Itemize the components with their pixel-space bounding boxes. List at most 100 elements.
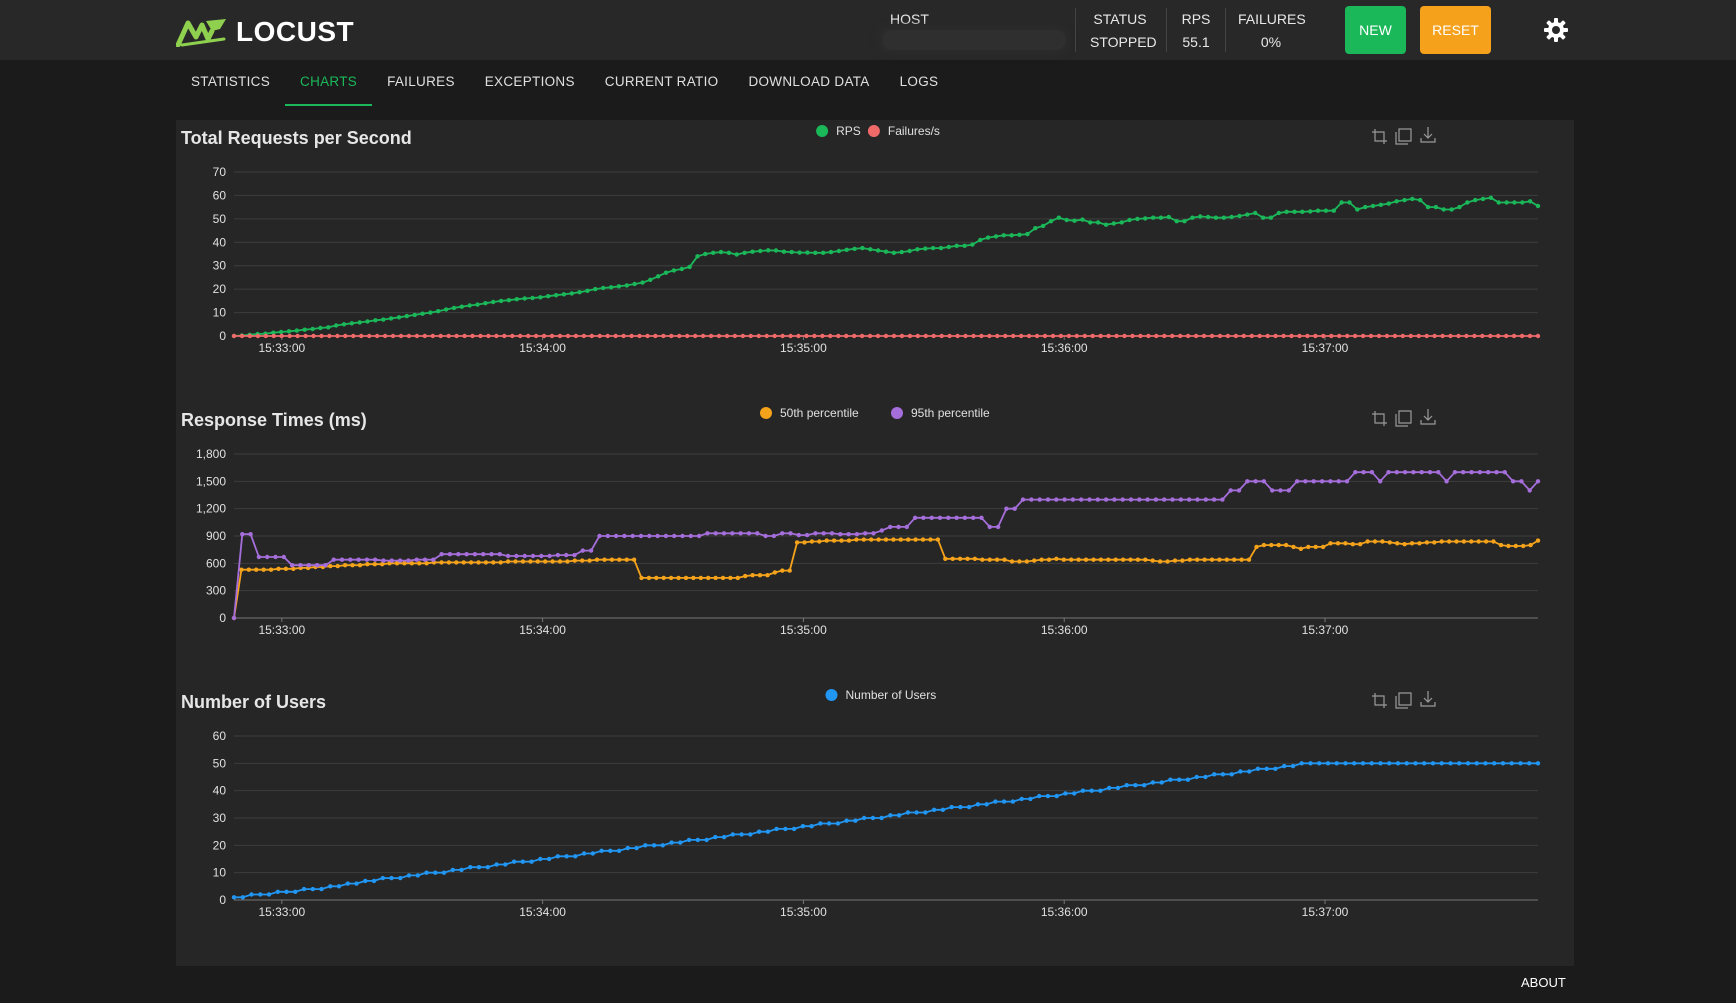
data-point-failures-s (669, 333, 674, 339)
data-point-50th-percentile (1335, 541, 1341, 546)
data-point-95th-percentile (672, 533, 677, 539)
x-tick-label: 15:35:00 (780, 341, 827, 355)
data-point-50th-percentile (935, 537, 941, 542)
data-point-95th-percentile (929, 515, 934, 520)
data-point-rps (1198, 214, 1203, 219)
zoom-reset-icon[interactable] (1395, 128, 1412, 145)
gear-icon[interactable] (1543, 17, 1569, 43)
data-point-rps (459, 304, 464, 309)
y-tick-label: 1,200 (196, 502, 226, 516)
data-point-failures-s (1472, 333, 1477, 339)
data-point-number-of-users (1430, 761, 1436, 766)
data-point-95th-percentile (1095, 497, 1100, 502)
about-link[interactable]: ABOUT (1521, 975, 1566, 990)
download-icon[interactable] (1420, 691, 1436, 707)
x-tick-label: 15:37:00 (1302, 905, 1349, 919)
data-point-95th-percentile (406, 558, 411, 563)
data-point-50th-percentile (1306, 544, 1311, 550)
data-point-95th-percentile (1170, 497, 1175, 502)
data-point-50th-percentile (1276, 542, 1281, 548)
x-tick-label: 15:34:00 (519, 341, 566, 355)
data-point-rps (1308, 209, 1313, 214)
tab-current-ratio[interactable]: CURRENT RATIO (604, 74, 719, 89)
data-point-95th-percentile (1253, 479, 1258, 484)
data-point-50th-percentile (1128, 557, 1133, 562)
zoom-in-icon[interactable] (1372, 129, 1387, 144)
data-point-95th-percentile (1203, 497, 1209, 502)
data-point-95th-percentile (1394, 470, 1400, 475)
data-point-50th-percentile (683, 575, 689, 581)
data-point-number-of-users (1010, 799, 1016, 804)
tab-failures[interactable]: FAILURES (387, 74, 455, 89)
data-point-number-of-users (538, 856, 543, 862)
data-point-number-of-users (231, 895, 237, 900)
new-test-button[interactable]: NEW (1345, 6, 1406, 54)
data-point-95th-percentile (1087, 497, 1092, 502)
zoom-in-icon[interactable] (1372, 693, 1387, 708)
data-point-failures-s (565, 333, 571, 339)
data-point-rps (1276, 210, 1282, 216)
legend-item-95th-percentile[interactable]: 95th percentile (891, 406, 990, 420)
zoom-reset-icon[interactable] (1395, 692, 1412, 709)
tab-charts[interactable]: CHARTS (285, 60, 373, 106)
data-point-50th-percentile (1365, 539, 1370, 544)
data-point-95th-percentile (647, 533, 652, 539)
data-point-95th-percentile (1029, 497, 1034, 502)
data-point-failures-s (1440, 333, 1445, 339)
data-point-failures-s (502, 333, 507, 339)
legend-item-number-of-users[interactable]: Number of Users (825, 688, 937, 702)
legend-item-rps[interactable]: RPS (816, 124, 861, 138)
download-icon[interactable] (1420, 127, 1436, 143)
data-point-rps (1315, 208, 1321, 213)
data-point-rps (978, 237, 983, 243)
data-point-number-of-users (240, 895, 245, 900)
legend-item-failures-s[interactable]: Failures/s (867, 124, 940, 138)
data-point-rps (1488, 195, 1494, 200)
download-icon[interactable] (1420, 409, 1436, 425)
data-point-failures-s (1519, 333, 1525, 339)
data-point-50th-percentile (928, 537, 933, 542)
y-tick-label: 600 (206, 556, 226, 570)
zoom-in-icon[interactable] (1372, 411, 1387, 426)
tab-logs[interactable]: LOGS (899, 74, 939, 89)
chart-legend: Number of Users (825, 688, 937, 702)
tab-exceptions[interactable]: EXCEPTIONS (484, 74, 575, 89)
data-point-95th-percentile (863, 531, 868, 536)
app-logo[interactable]: LOCUST (176, 16, 354, 48)
tab-download-data[interactable]: DOWNLOAD DATA (748, 74, 870, 89)
data-point-number-of-users (266, 892, 272, 897)
data-point-failures-s (1130, 333, 1135, 339)
data-point-number-of-users (818, 821, 823, 826)
data-point-50th-percentile (950, 556, 955, 561)
data-point-rps (436, 309, 441, 314)
data-point-95th-percentile (705, 531, 710, 536)
data-point-50th-percentile (246, 567, 251, 572)
data-point-50th-percentile (676, 575, 681, 581)
data-point-number-of-users (783, 826, 788, 832)
legend-label: 95th percentile (911, 406, 990, 420)
data-point-95th-percentile (1361, 470, 1366, 475)
data-point-rps (271, 330, 276, 335)
data-point-rps (341, 322, 347, 327)
data-point-95th-percentile (597, 533, 602, 539)
data-point-failures-s (764, 333, 769, 339)
data-point-rps (1323, 208, 1329, 213)
data-point-rps (506, 298, 512, 303)
data-point-number-of-users (555, 854, 560, 859)
data-point-rps (1150, 215, 1156, 220)
reset-stats-button[interactable]: RESET (1420, 6, 1491, 54)
data-point-number-of-users (275, 889, 280, 894)
data-point-95th-percentile (680, 533, 685, 539)
host-value-redacted (882, 30, 1066, 50)
data-point-failures-s (677, 333, 682, 339)
zoom-reset-icon[interactable] (1395, 410, 1412, 427)
data-point-rps (1190, 215, 1195, 220)
tab-statistics[interactable]: STATISTICS (191, 74, 271, 89)
data-point-number-of-users (896, 813, 902, 818)
data-point-50th-percentile (1165, 559, 1170, 564)
data-point-50th-percentile (254, 567, 259, 572)
data-point-50th-percentile (1180, 558, 1185, 563)
data-point-rps (1064, 217, 1069, 223)
legend-item-50th-percentile[interactable]: 50th percentile (760, 406, 859, 420)
data-point-number-of-users (1238, 769, 1243, 774)
